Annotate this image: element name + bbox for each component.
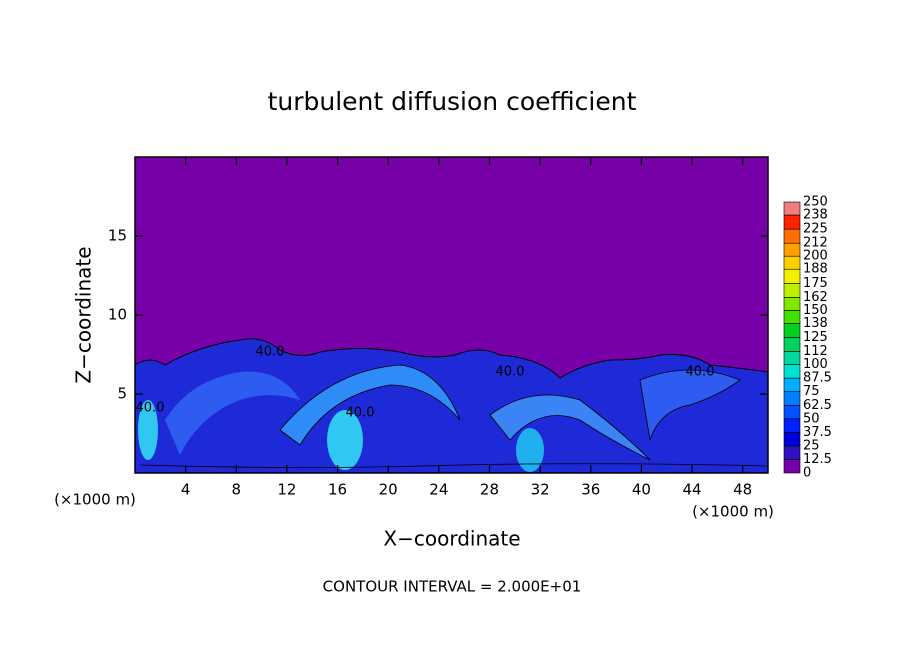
contour-label: 40.0 <box>136 401 165 416</box>
field-region <box>327 410 363 470</box>
colorbar-cell <box>783 418 801 433</box>
colorbar-label: 225 <box>803 222 828 237</box>
x-tick-label: 24 <box>429 481 448 499</box>
y-axis-label: Z−coordinate <box>72 246 96 383</box>
x-unit-label: (×1000 m) <box>692 503 774 521</box>
colorbar-label: 25 <box>803 438 820 453</box>
colorbar-cell <box>783 323 801 338</box>
colorbar-cell <box>783 297 801 311</box>
field-region <box>639 369 741 441</box>
colorbar-label: 212 <box>803 236 828 251</box>
x-tick-label: 32 <box>531 481 550 499</box>
colorbar-label: 150 <box>803 303 828 318</box>
colorbar-label: 112 <box>803 344 828 359</box>
colorbar-cell <box>783 459 801 474</box>
y-tick-label: 10 <box>108 306 127 324</box>
colorbar-label: 37.5 <box>803 425 832 440</box>
x-tick-label: 20 <box>379 481 398 499</box>
colorbar-cell <box>783 404 801 420</box>
contour-label: 40.0 <box>496 365 525 380</box>
contour-label: 40.0 <box>686 365 715 380</box>
colorbar-label: 238 <box>803 208 828 223</box>
colorbar-label: 87.5 <box>803 371 832 386</box>
field-region <box>165 371 300 455</box>
colorbar-label: 175 <box>803 276 828 291</box>
colorbar-cell <box>783 391 801 406</box>
colorbar-label: 100 <box>803 357 828 372</box>
colorbar-cell <box>783 364 801 379</box>
contour-field <box>134 157 769 474</box>
x-tick-label: 40 <box>632 481 651 499</box>
colorbar-cell <box>783 377 801 392</box>
contour-label: 40.0 <box>256 345 285 360</box>
y-tick-label: 15 <box>108 227 127 245</box>
x-tick-label: 44 <box>682 481 701 499</box>
x-axis-label: X−coordinate <box>383 527 520 551</box>
colorbar-cell <box>783 201 801 216</box>
field-region <box>279 364 461 446</box>
x-tick-label: 4 <box>181 481 191 499</box>
contour-interval: CONTOUR INTERVAL = 2.000E+01 <box>323 578 582 596</box>
colorbar-label: 138 <box>803 316 828 331</box>
contour-label: 40.0 <box>346 406 375 421</box>
x-tick-label: 36 <box>581 481 600 499</box>
y-tick-label: 5 <box>117 385 127 403</box>
colorbar-cell <box>783 337 801 352</box>
x-tick-label: 8 <box>232 481 242 499</box>
colorbar-cell <box>783 242 801 257</box>
x-tick-label: 28 <box>480 481 499 499</box>
colorbar-label: 200 <box>803 249 828 264</box>
colorbar-cell <box>783 432 801 447</box>
colorbar-cell <box>783 282 801 298</box>
field-region <box>138 400 158 460</box>
x-tick-label: 16 <box>328 481 347 499</box>
colorbar-label: 188 <box>803 262 828 277</box>
colorbar-cell <box>783 351 801 365</box>
colorbar-cell <box>783 445 801 460</box>
field-region <box>489 394 651 461</box>
colorbar-cell <box>783 228 801 244</box>
colorbar-label: 0 <box>803 466 811 481</box>
colorbar-label: 62.5 <box>803 398 832 413</box>
chart-title: turbulent diffusion coefficient <box>268 87 637 116</box>
x-tick-label: 48 <box>733 481 752 499</box>
colorbar-label: 162 <box>803 290 828 305</box>
colorbar-label: 12.5 <box>803 452 832 467</box>
colorbar-cell <box>783 310 801 324</box>
colorbar-cell <box>783 214 801 230</box>
colorbar-cell <box>783 255 801 270</box>
colorbar-label: 75 <box>803 384 820 399</box>
colorbar-label: 125 <box>803 330 828 345</box>
colorbar-cell <box>783 268 801 284</box>
x-unit-label: (×1000 m) <box>54 491 136 509</box>
contour-line <box>139 463 769 468</box>
field-region <box>516 428 544 472</box>
x-tick-label: 12 <box>277 481 296 499</box>
colorbar-label: 50 <box>803 411 820 426</box>
colorbar-label: 250 <box>803 195 828 210</box>
